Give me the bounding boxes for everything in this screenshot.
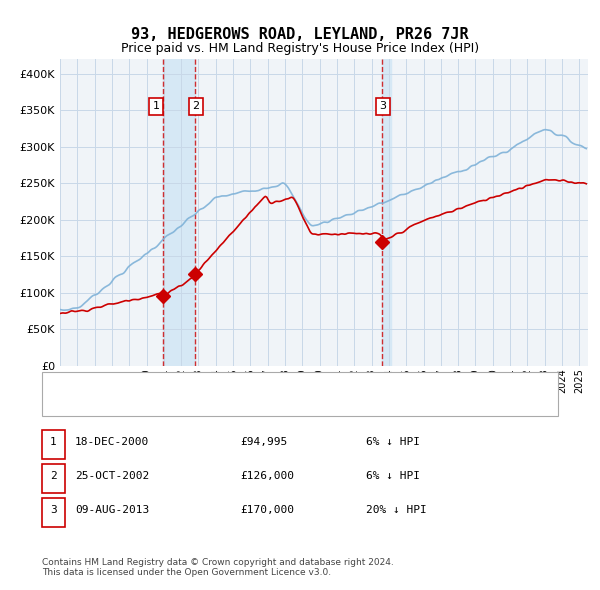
- Text: 25-OCT-2002: 25-OCT-2002: [75, 471, 149, 481]
- Text: 1: 1: [153, 101, 160, 112]
- Text: 3: 3: [379, 101, 386, 112]
- Text: 93, HEDGEROWS ROAD, LEYLAND, PR26 7JR: 93, HEDGEROWS ROAD, LEYLAND, PR26 7JR: [131, 27, 469, 41]
- Text: 2: 2: [50, 471, 57, 481]
- Text: 6% ↓ HPI: 6% ↓ HPI: [366, 437, 420, 447]
- Text: 20% ↓ HPI: 20% ↓ HPI: [366, 506, 427, 515]
- Bar: [163, 59, 195, 366]
- Bar: [382, 59, 391, 366]
- Text: 2: 2: [193, 101, 200, 112]
- Text: 18-DEC-2000: 18-DEC-2000: [75, 437, 149, 447]
- Text: HPI: Average price, detached house, South Ribble: HPI: Average price, detached house, Sout…: [90, 399, 349, 408]
- Text: 09-AUG-2013: 09-AUG-2013: [75, 506, 149, 515]
- Text: 93, HEDGEROWS ROAD, LEYLAND, PR26 7JR (detached house): 93, HEDGEROWS ROAD, LEYLAND, PR26 7JR (d…: [90, 379, 415, 389]
- Text: £170,000: £170,000: [240, 506, 294, 515]
- Text: £126,000: £126,000: [240, 471, 294, 481]
- Text: ——: ——: [54, 377, 71, 391]
- Text: 3: 3: [50, 506, 57, 515]
- Text: ——: ——: [54, 396, 71, 411]
- Text: £94,995: £94,995: [240, 437, 287, 447]
- Text: Contains HM Land Registry data © Crown copyright and database right 2024.
This d: Contains HM Land Registry data © Crown c…: [42, 558, 394, 577]
- Text: 1: 1: [50, 437, 57, 447]
- Text: 6% ↓ HPI: 6% ↓ HPI: [366, 471, 420, 481]
- Text: Price paid vs. HM Land Registry's House Price Index (HPI): Price paid vs. HM Land Registry's House …: [121, 42, 479, 55]
